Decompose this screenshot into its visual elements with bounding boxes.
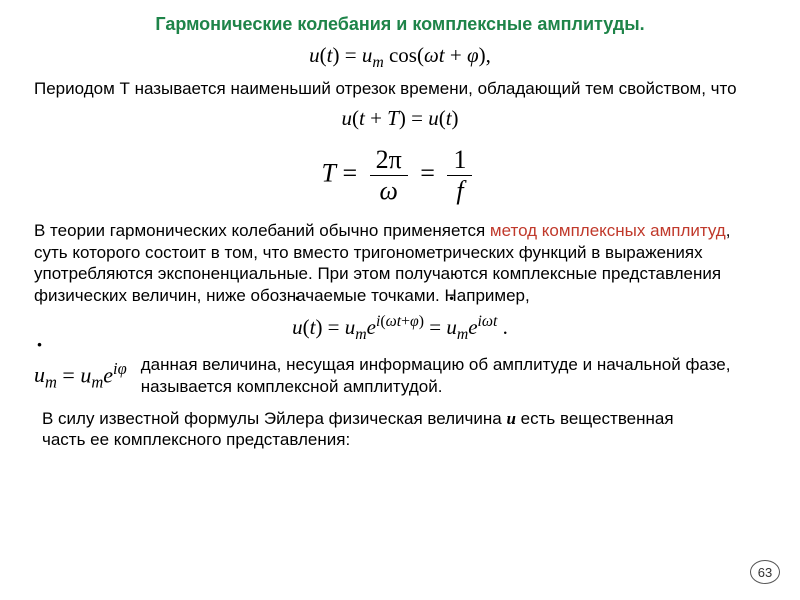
formula-complex-u: u(t) = umei(ωt+φ) = umeiωt .	[34, 313, 766, 344]
method-paragraph: В теории гармонических колебаний обычно …	[34, 220, 766, 307]
euler-paragraph: В силу известной формулы Эйлера физическ…	[34, 408, 766, 452]
method-name: метод комплексных амплитуд	[490, 221, 726, 240]
complex-amplitude-text: данная величина, несущая информацию об а…	[141, 354, 766, 398]
formula-period-value: T = 2πω = 1f	[34, 145, 766, 206]
period-definition: Периодом Т называется наименьший отрезок…	[34, 78, 766, 100]
formula-cos: u(t) = um cos(ωt + φ),	[34, 43, 766, 72]
para2-part-a: В теории гармонических колебаний обычно …	[34, 221, 490, 240]
slide-container: Гармонические колебания и комплексные ам…	[0, 0, 800, 600]
para4-a: В силу известной формулы Эйлера физическ…	[42, 409, 506, 428]
formula-period-eq: u(t + T) = u(t)	[34, 106, 766, 131]
u-italic: u	[506, 409, 515, 428]
formula-um: um = umeiφ	[34, 359, 127, 393]
complex-amplitude-row: um = umeiφ данная величина, несущая инфо…	[34, 354, 766, 398]
page-number: 63	[750, 560, 780, 584]
page-title: Гармонические колебания и комплексные ам…	[34, 14, 766, 35]
